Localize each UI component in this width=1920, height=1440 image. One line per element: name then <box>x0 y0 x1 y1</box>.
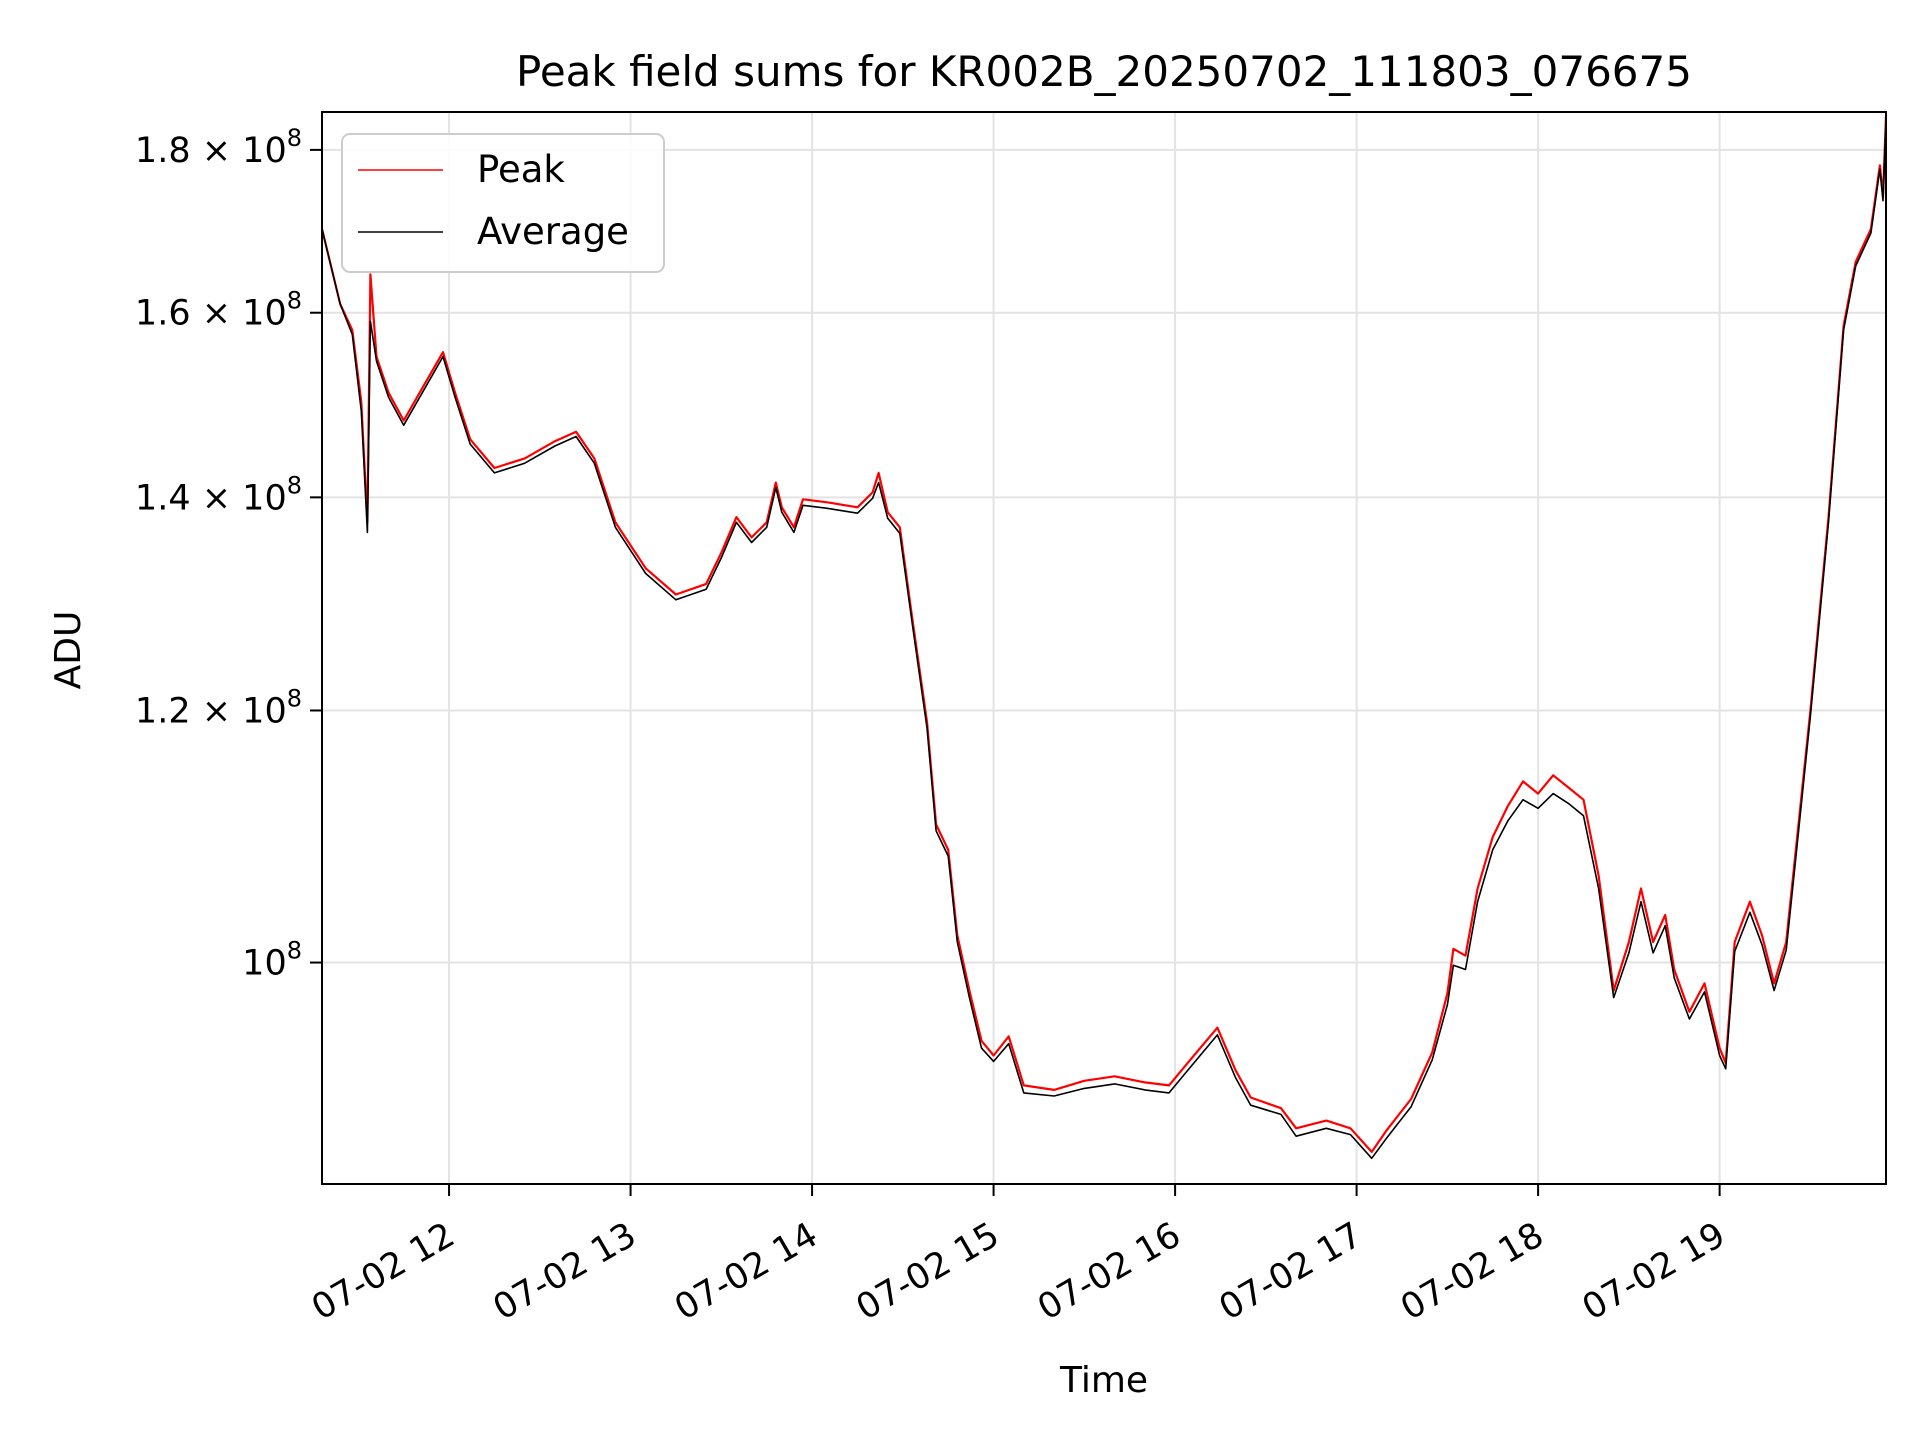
plot-frame <box>321 111 1887 1185</box>
legend-box <box>341 133 665 273</box>
y-tick-exponent: 8 <box>287 684 302 712</box>
y-tick-mantissa: 1.8 × <box>135 131 242 171</box>
y-tick-label: 1.6 × 108 <box>135 287 302 334</box>
y-tick-label: 1.4 × 108 <box>135 471 302 518</box>
y-tick-label: 108 <box>242 937 302 984</box>
y-tick-base: 10 <box>242 478 287 518</box>
y-tick-base: 10 <box>242 294 287 334</box>
y-tick-exponent: 8 <box>287 287 302 315</box>
y-tick-label: 1.2 × 108 <box>135 684 302 731</box>
series-lines <box>320 114 1888 1160</box>
chart-title: Peak field sums for KR002B_20250702_1118… <box>516 47 1692 96</box>
y-axis-label: ADU <box>48 611 89 690</box>
y-tick-exponent: 8 <box>287 124 302 152</box>
legend-label-peak: Peak <box>477 148 565 191</box>
y-tick-exponent: 8 <box>287 471 302 499</box>
y-tick-mantissa: 1.4 × <box>135 478 242 518</box>
y-tick-exponent: 8 <box>287 937 302 965</box>
x-axis-label: Time <box>1059 1360 1148 1401</box>
series-line-average <box>321 118 1887 1160</box>
y-tick-base: 10 <box>242 131 287 171</box>
y-tick-mantissa: 1.2 × <box>135 691 242 731</box>
y-tick-base: 10 <box>242 944 287 984</box>
y-tick-base: 10 <box>242 691 287 731</box>
grid-lines <box>322 112 1886 1184</box>
y-tick-label: 1.8 × 108 <box>135 124 302 171</box>
legend-label-average: Average <box>477 210 629 253</box>
y-tick-mantissa: 1.6 × <box>135 294 242 334</box>
series-line-peak <box>320 114 1888 1153</box>
legend: Peak Average <box>341 133 665 273</box>
